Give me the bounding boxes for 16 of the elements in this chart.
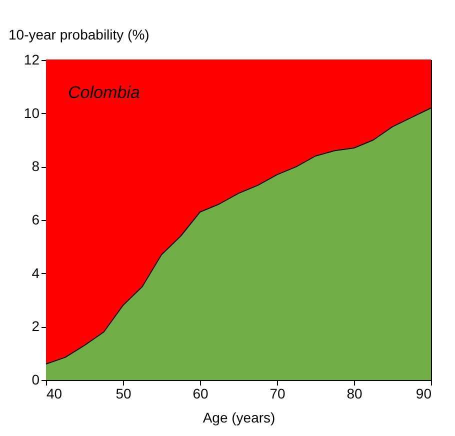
y-tick-label: 8 — [32, 158, 40, 174]
y-tick-label: 12 — [24, 52, 40, 68]
x-tick-label: 70 — [270, 386, 286, 402]
annotation: Colombia — [68, 83, 140, 102]
x-tick-label: 90 — [416, 386, 432, 402]
x-tick-label: 50 — [116, 386, 132, 402]
x-axis-title: Age (years) — [202, 410, 276, 426]
y-tick-label: 0 — [32, 372, 40, 388]
y-tick-label: 10 — [24, 104, 40, 121]
y-tick-label: 4 — [32, 264, 40, 281]
x-tick-label: 60 — [192, 386, 208, 402]
x-tick-label: 40 — [46, 386, 62, 402]
x-tick-label: 80 — [346, 386, 362, 402]
y-tick-label: 2 — [32, 318, 40, 334]
y-axis-title: 10-year probability (%) — [8, 26, 150, 42]
y-tick-label: 6 — [32, 212, 40, 228]
